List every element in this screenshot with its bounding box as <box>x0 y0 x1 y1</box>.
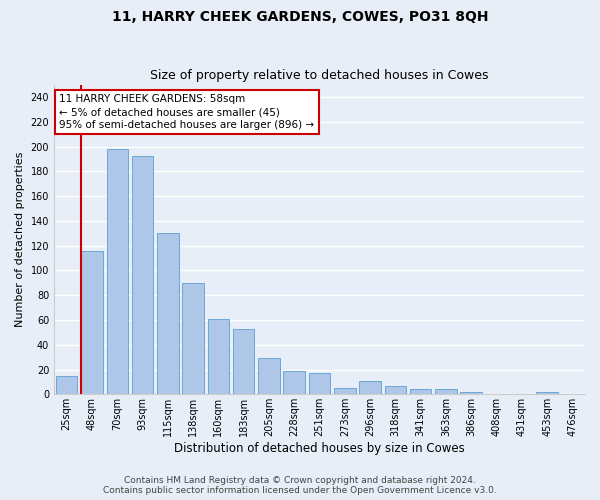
Bar <box>81 250 103 394</box>
Text: Contains HM Land Registry data © Crown copyright and database right 2024.
Contai: Contains HM Land Registry data © Crown c… <box>103 476 497 495</box>
Bar <box>435 390 457 394</box>
Bar <box>107 149 128 394</box>
Bar <box>309 373 330 394</box>
Bar <box>208 318 229 394</box>
Text: 11 HARRY CHEEK GARDENS: 58sqm
← 5% of detached houses are smaller (45)
95% of se: 11 HARRY CHEEK GARDENS: 58sqm ← 5% of de… <box>59 94 314 130</box>
Bar <box>359 380 381 394</box>
Bar <box>283 371 305 394</box>
Bar <box>536 392 558 394</box>
Bar <box>385 386 406 394</box>
Bar <box>56 376 77 394</box>
Bar <box>410 390 431 394</box>
X-axis label: Distribution of detached houses by size in Cowes: Distribution of detached houses by size … <box>174 442 465 455</box>
Bar <box>233 328 254 394</box>
Bar <box>460 392 482 394</box>
Y-axis label: Number of detached properties: Number of detached properties <box>15 152 25 327</box>
Title: Size of property relative to detached houses in Cowes: Size of property relative to detached ho… <box>150 69 489 82</box>
Bar <box>132 156 153 394</box>
Bar <box>182 283 204 395</box>
Text: 11, HARRY CHEEK GARDENS, COWES, PO31 8QH: 11, HARRY CHEEK GARDENS, COWES, PO31 8QH <box>112 10 488 24</box>
Bar <box>334 388 356 394</box>
Bar <box>258 358 280 394</box>
Bar <box>157 233 179 394</box>
